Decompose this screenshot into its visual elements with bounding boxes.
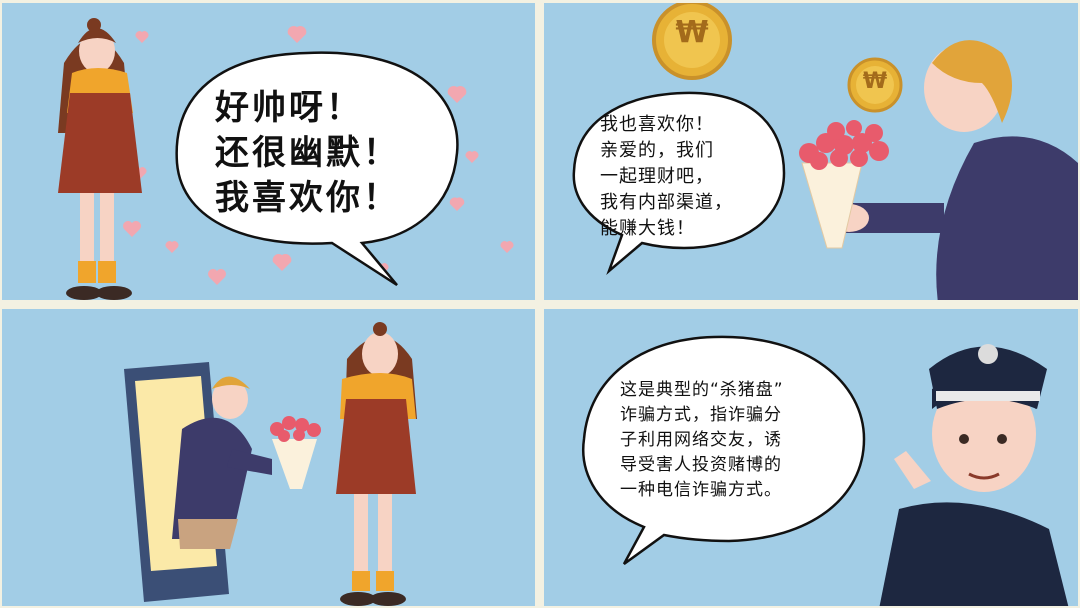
panel-4-art bbox=[582, 335, 1069, 606]
speech-line: 我有内部渠道， bbox=[600, 192, 733, 213]
speech-bubble bbox=[582, 335, 866, 566]
panel-3-art bbox=[124, 322, 417, 606]
panel-2-speech: 我也喜欢你！ 亲爱的，我们 一起理财吧， 我有内部渠道， 能赚大钱！ bbox=[600, 112, 733, 242]
speech-line: 还很幽默！ bbox=[215, 133, 400, 173]
coin-icon-small bbox=[847, 57, 903, 113]
panel-1-speech: 好帅呀！ 还很幽默！ 我喜欢你！ bbox=[215, 86, 400, 221]
speech-line: 我也喜欢你！ bbox=[600, 114, 714, 135]
police-officer bbox=[879, 344, 1069, 606]
speech-line: 好帅呀！ bbox=[215, 88, 363, 128]
panel-2-art bbox=[572, 3, 1078, 300]
comic-panel-3 bbox=[2, 309, 535, 606]
speech-line: 子利用网络交友，诱 bbox=[620, 430, 782, 450]
comic-panel-1 bbox=[2, 3, 535, 300]
speech-line: 能赚大钱！ bbox=[600, 218, 695, 239]
man-in-phone bbox=[172, 376, 272, 549]
rose-bouquet bbox=[270, 416, 321, 489]
panel-4-speech: 这是典型的“杀猪盘” 诈骗方式，指诈骗分 子利用网络交友，诱 导受害人投资赌博的… bbox=[620, 378, 784, 503]
speech-line: 一起理财吧， bbox=[600, 166, 714, 187]
coin-symbol: ₩ bbox=[675, 15, 709, 50]
coin-icon bbox=[652, 3, 732, 80]
speech-bubble bbox=[572, 91, 786, 275]
speech-line: 导受害人投资赌博的 bbox=[620, 455, 782, 475]
girl-figure bbox=[336, 322, 417, 606]
rose-bouquet bbox=[799, 120, 889, 249]
comic-panel-2: ₩ ₩ bbox=[544, 3, 1078, 300]
speech-line: 亲爱的，我们 bbox=[600, 140, 714, 161]
speech-line: 我喜欢你！ bbox=[215, 178, 400, 218]
speech-bubble bbox=[175, 51, 459, 287]
girl-figure bbox=[58, 18, 142, 300]
coin-symbol-small: ₩ bbox=[862, 69, 888, 94]
panel-1-art bbox=[58, 18, 514, 300]
speech-line: 这是典型的“杀猪盘” bbox=[620, 380, 784, 400]
speech-line: 诈骗方式，指诈骗分 bbox=[620, 405, 782, 425]
comic-panel-4 bbox=[544, 309, 1078, 606]
speech-line: 一种电信诈骗方式。 bbox=[620, 480, 782, 500]
man-figure bbox=[829, 40, 1078, 300]
